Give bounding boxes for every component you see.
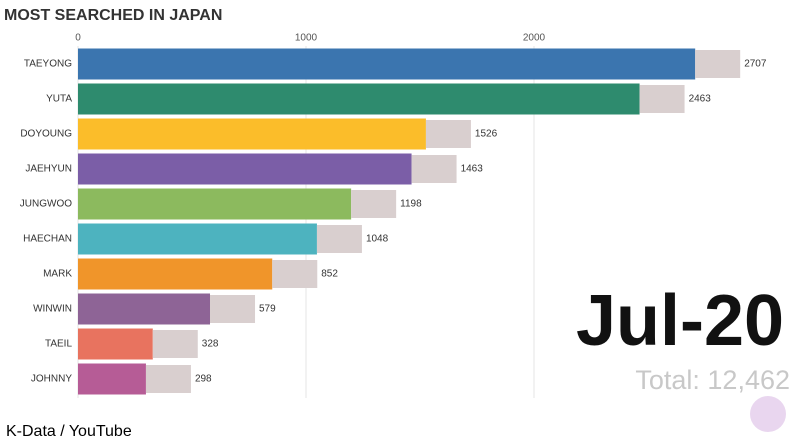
source: K-Data / YouTube — [6, 423, 132, 440]
x-tick-label: 0 — [75, 33, 81, 44]
value-label: 579 — [259, 304, 276, 315]
photo — [639, 85, 685, 113]
value-label: 852 — [321, 269, 338, 280]
x-tick-label: 2000 — [523, 33, 546, 44]
y-tick-label: WINWIN — [33, 304, 72, 315]
bar — [78, 293, 211, 325]
logo — [750, 396, 786, 432]
y-tick-label: TAEIL — [45, 339, 72, 350]
value-label: 1198 — [400, 199, 422, 210]
bar — [78, 83, 640, 115]
photo — [411, 155, 457, 183]
total-label: Total: 12,462 — [635, 365, 790, 395]
photo — [316, 225, 362, 253]
x-tick-label: 1000 — [295, 33, 318, 44]
photo — [695, 50, 741, 78]
photo — [145, 365, 191, 393]
photo — [425, 120, 471, 148]
value-label: 298 — [195, 374, 212, 385]
bar — [78, 118, 426, 150]
y-tick-label: JOHNNY — [31, 374, 72, 385]
y-tick-label: HAECHAN — [23, 234, 72, 245]
value-label: 1048 — [366, 234, 389, 245]
value-label: 1526 — [475, 129, 498, 140]
photo — [210, 295, 256, 323]
y-tick-label: DOYOUNG — [20, 129, 72, 140]
y-tick-label: JAEHYUN — [25, 164, 72, 175]
bar — [78, 48, 696, 80]
y-tick-label: YUTA — [46, 94, 72, 105]
value-label: 1463 — [461, 164, 484, 175]
value-label: 328 — [202, 339, 219, 350]
photo — [351, 190, 397, 218]
photo — [152, 330, 198, 358]
value-label: 2707 — [744, 59, 767, 70]
photo — [272, 260, 318, 288]
value-label: 2463 — [689, 94, 712, 105]
y-tick-label: JUNGWOO — [20, 199, 72, 210]
bar — [78, 153, 412, 185]
y-tick-label: TAEYONG — [24, 59, 72, 70]
date-label: Jul-20 — [576, 281, 784, 361]
bar — [78, 188, 352, 220]
bar — [78, 363, 146, 395]
y-tick-label: MARK — [43, 269, 72, 280]
bar — [78, 328, 153, 360]
bar — [78, 258, 273, 290]
chart-title: MOST SEARCHED IN JAPAN — [4, 7, 222, 24]
bar — [78, 223, 317, 255]
